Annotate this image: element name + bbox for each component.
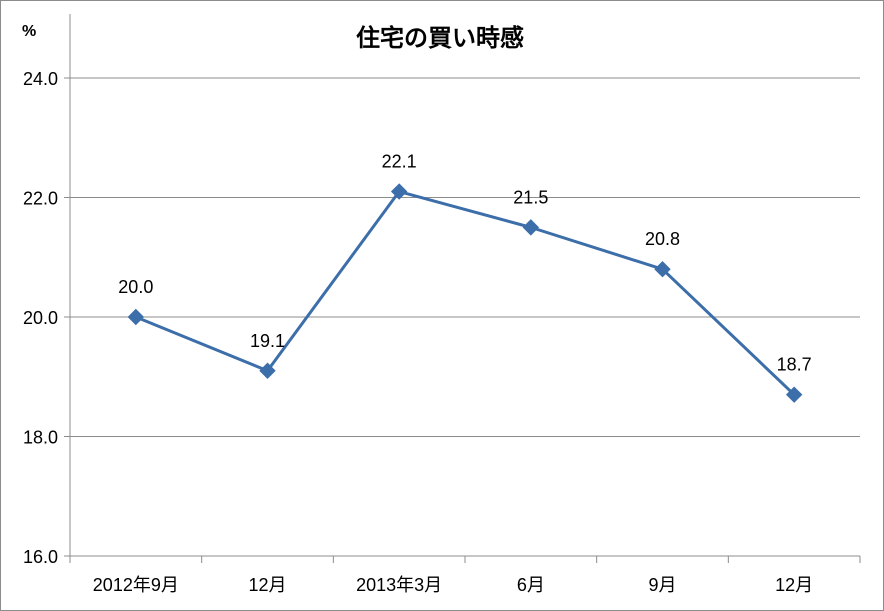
data-point <box>127 308 145 326</box>
x-tick-label: 6月 <box>517 575 545 595</box>
chart-title: 住宅の買い時感 <box>356 24 524 52</box>
data-label: 19.1 <box>250 331 285 351</box>
y-axis-ticks: 16.0 18.0 20.0 22.0 24.0 <box>23 69 58 567</box>
y-axis-unit: % <box>22 23 36 40</box>
y-tick-label: 18.0 <box>23 428 58 448</box>
data-label: 22.1 <box>382 152 417 172</box>
gridlines <box>64 77 860 437</box>
series-line <box>135 190 796 396</box>
y-tick-label: 16.0 <box>23 547 58 567</box>
x-tick-label: 12月 <box>248 575 286 595</box>
data-labels: 20.0 19.1 22.1 21.5 20.8 18.7 <box>118 152 811 375</box>
data-label: 20.0 <box>118 277 153 297</box>
series-group <box>127 183 803 403</box>
data-point <box>654 260 671 278</box>
y-tick-label: 22.0 <box>23 189 58 209</box>
x-tick-label: 2012年9月 <box>93 575 179 595</box>
data-label: 21.5 <box>513 187 548 207</box>
x-axis-ticks: 2012年9月 12月 2013年3月 6月 9月 12月 <box>69 556 861 595</box>
x-tick-label: 12月 <box>775 575 813 595</box>
data-label: 20.8 <box>645 229 680 249</box>
data-label: 18.7 <box>777 355 812 375</box>
y-tick-label: 20.0 <box>23 308 58 328</box>
axes <box>64 14 860 557</box>
x-tick-label: 9月 <box>648 575 676 595</box>
data-point <box>522 219 540 236</box>
data-point <box>390 183 408 200</box>
y-tick-label: 24.0 <box>23 69 58 89</box>
x-tick-label: 2013年3月 <box>356 575 442 595</box>
data-point <box>259 362 276 379</box>
data-point <box>785 386 803 403</box>
